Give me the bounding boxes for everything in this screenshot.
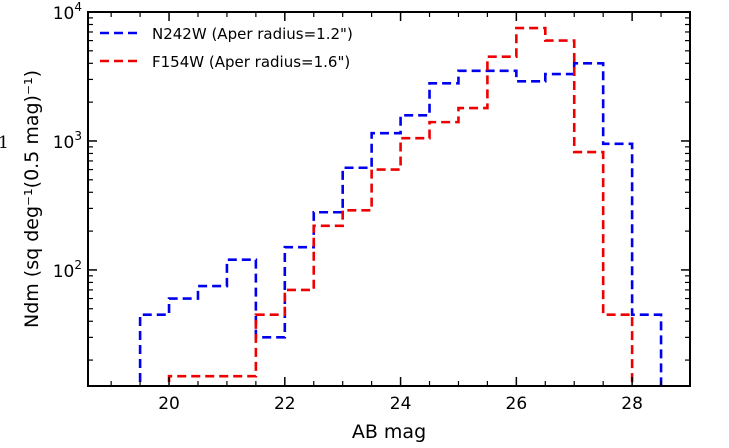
y-axis-label: Ndm (sq deg⁻¹(0.5 mag)⁻¹) [21, 70, 43, 328]
series-layer [138, 26, 663, 386]
y-tick-label: 103 [53, 129, 82, 153]
x-tick-label: 24 [390, 394, 412, 414]
clipped-ylabel-fragment: 1 [0, 133, 9, 153]
y-tick-label: 102 [53, 258, 82, 282]
x-axis-label: AB mag [352, 421, 426, 443]
x-tick-label: 26 [506, 394, 528, 414]
legend-label-2: F154W (Aper radius=1.6") [152, 53, 350, 71]
legend-label-1: N242W (Aper radius=1.2") [152, 25, 353, 43]
plot-frame [87, 11, 691, 387]
legend: N242W (Aper radius=1.2") F154W (Aper radi… [100, 25, 353, 71]
x-tick-label: 22 [274, 394, 296, 414]
series-line-1 [138, 62, 663, 386]
ticks-layer: 20 22 24 26 28 102 103 104 [53, 0, 690, 414]
series-line-2 [167, 26, 634, 386]
x-tick-label: 28 [621, 394, 643, 414]
x-tick-label: 20 [158, 394, 180, 414]
y-tick-label: 104 [53, 0, 82, 24]
